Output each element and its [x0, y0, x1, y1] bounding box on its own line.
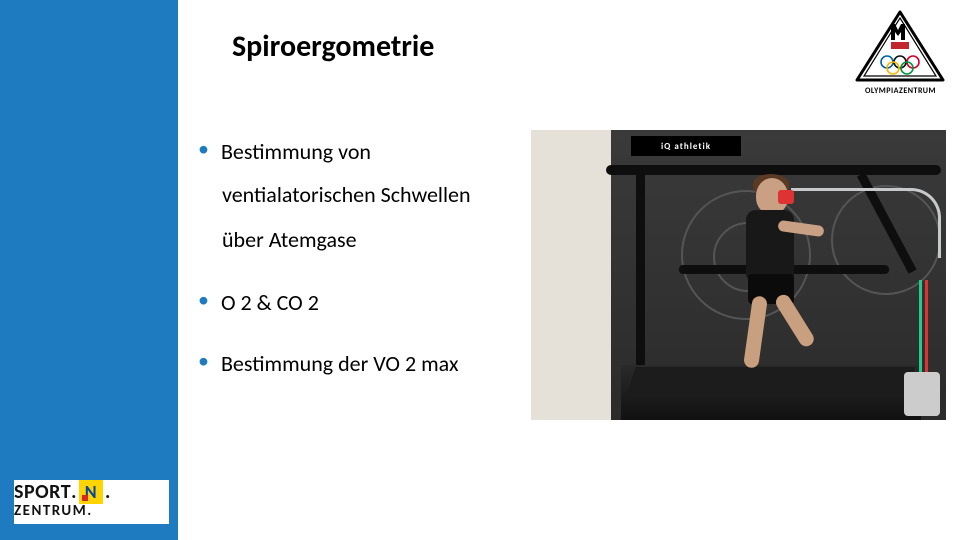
bullet-text: Bestimmung von — [221, 135, 371, 168]
bullet-item: • Bestimmung der VO 2 max — [198, 347, 528, 380]
bullet-dot-icon: • — [198, 286, 209, 314]
logo-sport-dot: . — [71, 480, 77, 504]
bullet-item: • Bestimmung von — [198, 135, 528, 168]
photo-iq-label: iQ athletik — [631, 136, 741, 156]
bullet-text: Bestimmung der VO 2 max — [221, 347, 459, 380]
olympiazentrum-icon — [853, 6, 948, 96]
content-area: • Bestimmung von ventialatorischen Schwe… — [198, 135, 528, 390]
bullet-dot-icon: • — [198, 135, 209, 163]
slide: Spiroergometrie • Bestimmung von vential… — [0, 0, 960, 540]
bullet-continuation: über Atemgase — [222, 223, 528, 256]
bullet-dot-icon: • — [198, 347, 209, 375]
photo-person — [726, 178, 826, 383]
logo-sportzentrum: SPORT. N . ZENTRUM. — [14, 480, 169, 524]
slide-title: Spiroergometrie — [232, 28, 434, 65]
logo-olympiazentrum-label: OLYMPIAZENTRUM — [853, 86, 948, 96]
logo-n-badge: N — [79, 480, 103, 504]
bullet-continuation: ventialatorischen Schwellen — [222, 178, 528, 211]
logo-sport-dot: . — [105, 480, 111, 504]
bullet-text: O 2 & CO 2 — [221, 286, 319, 319]
sidebar-accent-bar — [0, 0, 178, 540]
bullet-item: • O 2 & CO 2 — [198, 286, 528, 319]
logo-zentrum-word: ZENTRUM. — [14, 502, 169, 520]
logo-sport-word: SPORT — [14, 480, 71, 504]
photo-treadmill-test: iQ athletik — [531, 130, 946, 420]
logo-olympiazentrum: OLYMPIAZENTRUM — [853, 6, 948, 96]
